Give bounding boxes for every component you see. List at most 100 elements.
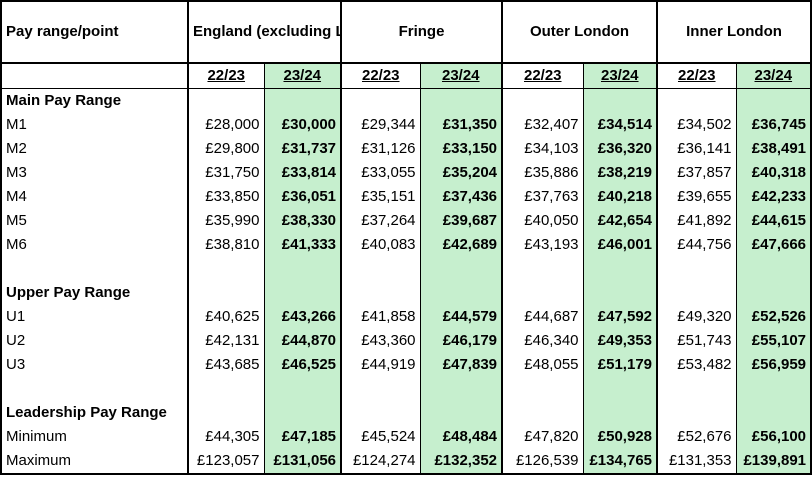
salary-cell-2324: £51,179 <box>582 353 658 377</box>
salary-cell-2223: £41,892 <box>656 209 737 233</box>
salary-cell-2324: £42,689 <box>419 233 503 257</box>
salary-cell-2324: £36,320 <box>582 137 658 161</box>
empty-cell <box>419 281 503 305</box>
empty-cell <box>735 401 812 425</box>
section-title: Upper Pay Range <box>0 281 188 305</box>
empty-cell <box>582 281 658 305</box>
salary-cell-2324: £55,107 <box>735 329 812 353</box>
salary-cell-2223: £29,800 <box>187 137 264 161</box>
salary-cell-2324: £48,484 <box>419 425 503 449</box>
salary-cell-2324: £139,891 <box>735 449 812 475</box>
empty-cell <box>187 257 264 281</box>
empty-cell <box>340 281 421 305</box>
table-row: U3 £43,685 £46,525 £44,919 £47,839 £48,055 £51… <box>0 353 812 377</box>
year-header-inner-2223: 22/23 <box>656 63 737 89</box>
salary-cell-2223: £44,305 <box>187 425 264 449</box>
empty-cell <box>501 401 584 425</box>
salary-cell-2223: £123,057 <box>187 449 264 475</box>
empty-cell <box>340 257 421 281</box>
salary-cell-2324: £47,839 <box>419 353 503 377</box>
spacer-row <box>0 377 812 401</box>
region-header-england: England (excluding London and Fringe) <box>186 0 342 64</box>
empty-cell <box>501 377 584 401</box>
salary-cell-2223: £34,502 <box>656 113 737 137</box>
salary-cell-2223: £41,858 <box>340 305 421 329</box>
empty-cell <box>419 257 503 281</box>
year-header-outer-2324: 23/24 <box>582 63 658 89</box>
salary-cell-2324: £49,353 <box>582 329 658 353</box>
salary-cell-2223: £35,886 <box>501 161 584 185</box>
region-header-outer-london: Outer London <box>501 0 658 64</box>
salary-cell-2223: £49,320 <box>656 305 737 329</box>
salary-cell-2324: £56,100 <box>735 425 812 449</box>
salary-cell-2223: £35,990 <box>187 209 264 233</box>
salary-cell-2223: £28,000 <box>187 113 264 137</box>
salary-cell-2324: £56,959 <box>735 353 812 377</box>
year-header-blank <box>0 63 188 89</box>
empty-cell <box>735 257 812 281</box>
empty-cell <box>582 401 658 425</box>
salary-cell-2223: £37,857 <box>656 161 737 185</box>
salary-cell-2223: £52,676 <box>656 425 737 449</box>
year-header-row: 22/23 23/24 22/23 23/24 22/23 23/24 22/2… <box>0 63 812 89</box>
salary-cell-2324: £134,765 <box>582 449 658 475</box>
empty-cell <box>187 401 264 425</box>
salary-cell-2324: £50,928 <box>582 425 658 449</box>
salary-cell-2324: £44,615 <box>735 209 812 233</box>
section-title: Main Pay Range <box>0 88 188 113</box>
spacer-row <box>0 257 812 281</box>
empty-cell <box>582 257 658 281</box>
salary-cell-2324: £47,666 <box>735 233 812 257</box>
empty-cell <box>263 401 342 425</box>
salary-cell-2223: £40,083 <box>340 233 421 257</box>
table-row: U2 £42,131 £44,870 £43,360 £46,179 £46,340 £49… <box>0 329 812 353</box>
pay-point-label: U2 <box>0 329 188 353</box>
salary-cell-2223: £43,193 <box>501 233 584 257</box>
empty-cell <box>735 88 812 113</box>
salary-cell-2324: £46,001 <box>582 233 658 257</box>
empty-cell <box>419 377 503 401</box>
salary-cell-2223: £131,353 <box>656 449 737 475</box>
table-row: U1 £40,625 £43,266 £41,858 £44,579 £44,687 £47… <box>0 305 812 329</box>
empty-cell <box>735 281 812 305</box>
pay-point-label: Maximum <box>0 449 188 475</box>
table-row: Maximum £123,057 £131,056 £124,274 £132,352 £… <box>0 449 812 475</box>
salary-cell-2324: £44,579 <box>419 305 503 329</box>
salary-cell-2324: £33,814 <box>263 161 342 185</box>
salary-cell-2223: £51,743 <box>656 329 737 353</box>
region-header-fringe: Fringe <box>340 0 503 64</box>
salary-cell-2324: £40,318 <box>735 161 812 185</box>
salary-cell-2223: £39,655 <box>656 185 737 209</box>
empty-cell <box>501 88 584 113</box>
spacer-cell <box>0 257 188 281</box>
pay-point-label: M1 <box>0 113 188 137</box>
empty-cell <box>340 401 421 425</box>
salary-cell-2223: £40,625 <box>187 305 264 329</box>
salary-cell-2324: £52,526 <box>735 305 812 329</box>
salary-cell-2324: £46,525 <box>263 353 342 377</box>
empty-cell <box>187 88 264 113</box>
salary-cell-2223: £40,050 <box>501 209 584 233</box>
year-header-fringe-2324: 23/24 <box>419 63 503 89</box>
pay-point-label: M3 <box>0 161 188 185</box>
corner-header: Pay range/point <box>0 0 188 64</box>
salary-cell-2223: £29,344 <box>340 113 421 137</box>
salary-cell-2223: £33,055 <box>340 161 421 185</box>
salary-cell-2223: £45,524 <box>340 425 421 449</box>
salary-cell-2324: £42,233 <box>735 185 812 209</box>
year-header-inner-2324: 23/24 <box>735 63 812 89</box>
region-header-row: Pay range/point England (excluding Londo… <box>0 0 812 64</box>
table-row: M1 £28,000 £30,000 £29,344 £31,350 £32,407 £34… <box>0 113 812 137</box>
salary-cell-2223: £53,482 <box>656 353 737 377</box>
salary-cell-2324: £38,491 <box>735 137 812 161</box>
salary-cell-2324: £30,000 <box>263 113 342 137</box>
salary-cell-2223: £44,919 <box>340 353 421 377</box>
empty-cell <box>656 377 737 401</box>
empty-cell <box>263 281 342 305</box>
salary-cell-2223: £43,685 <box>187 353 264 377</box>
empty-cell <box>419 401 503 425</box>
empty-cell <box>656 281 737 305</box>
salary-cell-2223: £46,340 <box>501 329 584 353</box>
empty-cell <box>501 281 584 305</box>
